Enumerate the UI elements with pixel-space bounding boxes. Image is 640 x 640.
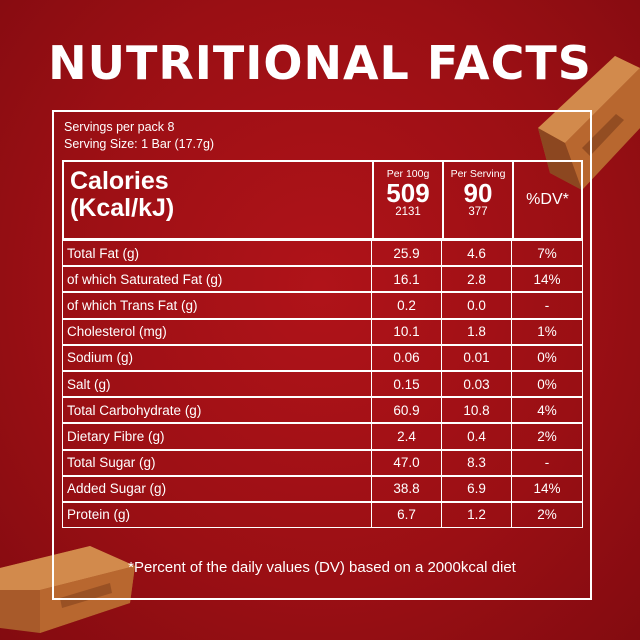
per-100g-value: 0.2 [372, 292, 442, 319]
dv-value: 14% [512, 266, 583, 293]
dv-value: 0% [512, 370, 583, 398]
per-serving-value: 2.8 [442, 266, 512, 293]
per-100g-value: 25.9 [372, 240, 442, 267]
nutrient-name: of which Saturated Fat (g) [62, 266, 372, 293]
table-row: of which Saturated Fat (g) 16.1 2.8 14% [62, 266, 583, 293]
per-100g-value: 47.0 [372, 449, 442, 476]
dv-value: 2% [512, 501, 583, 529]
per-serving-header: Per Serving 90 377 [444, 162, 514, 238]
dv-value: - [512, 449, 583, 476]
nutrient-name: Cholesterol (mg) [62, 318, 372, 345]
serving-size: Serving Size: 1 Bar (17.7g) [64, 137, 215, 151]
dv-value: 2% [512, 423, 583, 450]
nutrition-panel: Servings per pack 8 Serving Size: 1 Bar … [52, 110, 592, 600]
per-serving-value: 0.03 [442, 370, 512, 398]
chocolate-bar-image [0, 546, 135, 633]
table-row: Cholesterol (mg) 10.1 1.8 1% [62, 318, 583, 345]
dv-value: 1% [512, 318, 583, 345]
per-serving-value: 10.8 [442, 397, 512, 424]
nutrient-name: of which Trans Fat (g) [62, 292, 372, 319]
per-serving-value: 6.9 [442, 475, 512, 502]
per-serving-value: 4.6 [442, 240, 512, 267]
page-title: NUTRITIONAL FACTS [48, 36, 592, 90]
dv-value: 0% [512, 344, 583, 371]
dv-value: 7% [512, 240, 583, 267]
per-serving-value: 0.01 [442, 344, 512, 371]
per-100g-value: 2.4 [372, 423, 442, 450]
per-100g-header: Per 100g 509 2131 [374, 162, 444, 238]
table-body: Total Fat (g) 25.9 4.6 7% of which Saturate… [62, 240, 583, 529]
servings-per-pack: Servings per pack 8 [64, 120, 175, 134]
calories-label: Calories (Kcal/kJ) [64, 162, 374, 238]
table-row: of which Trans Fat (g) 0.2 0.0- [62, 292, 583, 319]
nutrient-name: Total Sugar (g) [62, 449, 372, 476]
per-serving-value: 8.3 [442, 449, 512, 476]
nutrition-table: Calories (Kcal/kJ) Per 100g 509 2131 Per… [62, 160, 583, 529]
per-100g-value: 0.15 [372, 370, 442, 398]
per-100g-value: 10.1 [372, 318, 442, 345]
dv-header: %DV* [526, 191, 569, 208]
table-row: Salt (g) 0.15 0.03 0% [62, 370, 583, 398]
table-row: Sodium (g) 0.06 0.01 0% [62, 344, 583, 371]
table-row: Total Carbohydrate (g) 60.9 10.8 4% [62, 397, 583, 424]
table-row: Total Fat (g) 25.9 4.6 7% [62, 240, 583, 267]
nutrient-name: Protein (g) [62, 501, 372, 529]
per-100g-value: 16.1 [372, 266, 442, 293]
dv-value: - [512, 292, 583, 319]
nutrient-name: Sodium (g) [62, 344, 372, 371]
table-row: Dietary Fibre (g) 2.4 0.4 2% [62, 423, 583, 450]
footnote: *Percent of the daily values (DV) based … [128, 559, 516, 576]
table-row: Added Sugar (g) 38.8 6.9 14% [62, 475, 583, 502]
per-serving-value: 1.8 [442, 318, 512, 345]
nutrient-name: Total Fat (g) [62, 240, 372, 267]
table-header: Calories (Kcal/kJ) Per 100g 509 2131 Per… [62, 160, 583, 240]
per-100g-value: 0.06 [372, 344, 442, 371]
per-serving-value: 1.2 [442, 501, 512, 529]
table-row: Protein (g) 6.7 1.2 2% [62, 501, 583, 529]
nutrient-name: Dietary Fibre (g) [62, 423, 372, 450]
dv-value: 14% [512, 475, 583, 502]
per-serving-value: 0.0 [442, 292, 512, 319]
per-serving-value: 0.4 [442, 423, 512, 450]
per-100g-value: 38.8 [372, 475, 442, 502]
chocolate-bar-image [538, 56, 640, 190]
table-row: Total Sugar (g) 47.0 8.3- [62, 449, 583, 476]
nutrient-name: Salt (g) [62, 370, 372, 398]
per-100g-value: 6.7 [372, 501, 442, 529]
nutrient-name: Added Sugar (g) [62, 475, 372, 502]
dv-value: 4% [512, 397, 583, 424]
nutrient-name: Total Carbohydrate (g) [62, 397, 372, 424]
per-100g-value: 60.9 [372, 397, 442, 424]
